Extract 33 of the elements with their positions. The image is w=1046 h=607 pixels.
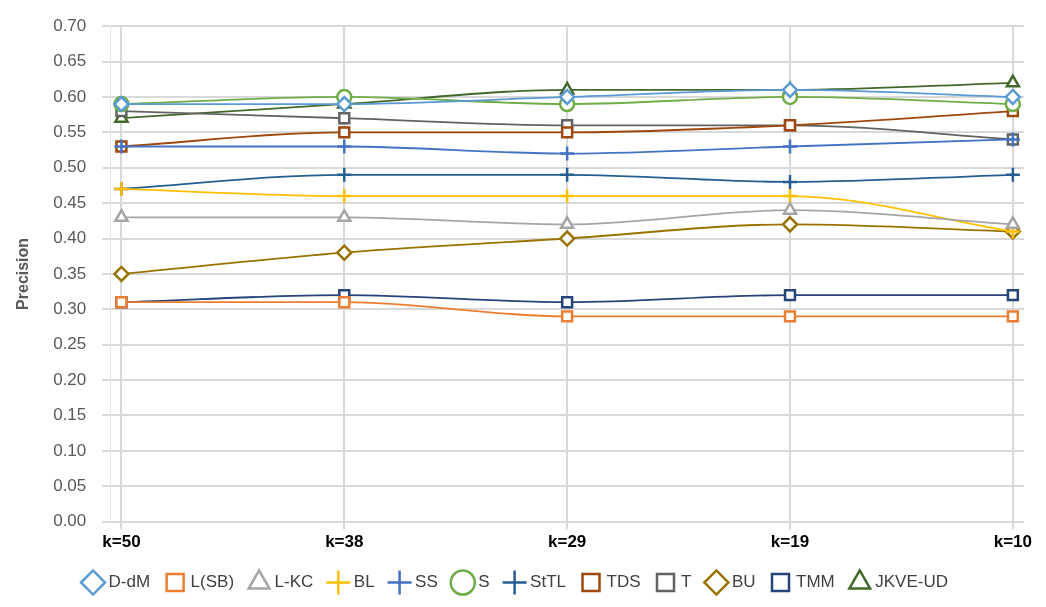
y-tick-label: 0.20 [53,369,87,389]
legend-label: BU [731,572,756,592]
x-tick-label: k=29 [547,532,587,552]
x-tick-label: k=38 [325,532,364,552]
legend-label: S [478,572,490,592]
legend-label: D-dM [108,572,151,592]
x-tick-label: k=19 [770,532,810,552]
y-tick-label: 0.45 [53,192,87,212]
y-tick-label: 0.40 [53,228,87,248]
y-tick-label: 0.65 [53,51,87,71]
y-tick-label: 0.30 [53,298,87,318]
x-tick-label: k=50 [102,532,141,552]
y-tick-label: 0.50 [53,157,87,177]
legend-label: TMM [796,572,835,592]
legend-label: BL [353,572,375,592]
y-tick-label: 0.05 [53,475,87,495]
y-tick-label: 0.35 [53,263,87,283]
legend-label: L-KC [274,572,314,592]
y-tick-label: 0.00 [53,511,87,531]
y-tick-label: 0.70 [53,15,87,35]
y-axis-title: Precision [14,237,32,310]
legend-label: TDS [606,572,641,592]
y-tick-label: 0.10 [53,440,87,460]
y-tick-label: 0.55 [53,122,87,142]
y-tick-label: 0.60 [53,86,87,106]
legend-label: JKVE-UD [875,572,948,592]
x-tick-label: k=10 [993,532,1033,552]
legend-label: L(SB) [190,572,235,592]
legend-label: StTL [530,572,567,592]
legend-label: SS [415,572,438,592]
y-tick-label: 0.25 [53,334,87,354]
legend-label: T [681,572,692,592]
y-tick-label: 0.15 [53,405,87,425]
